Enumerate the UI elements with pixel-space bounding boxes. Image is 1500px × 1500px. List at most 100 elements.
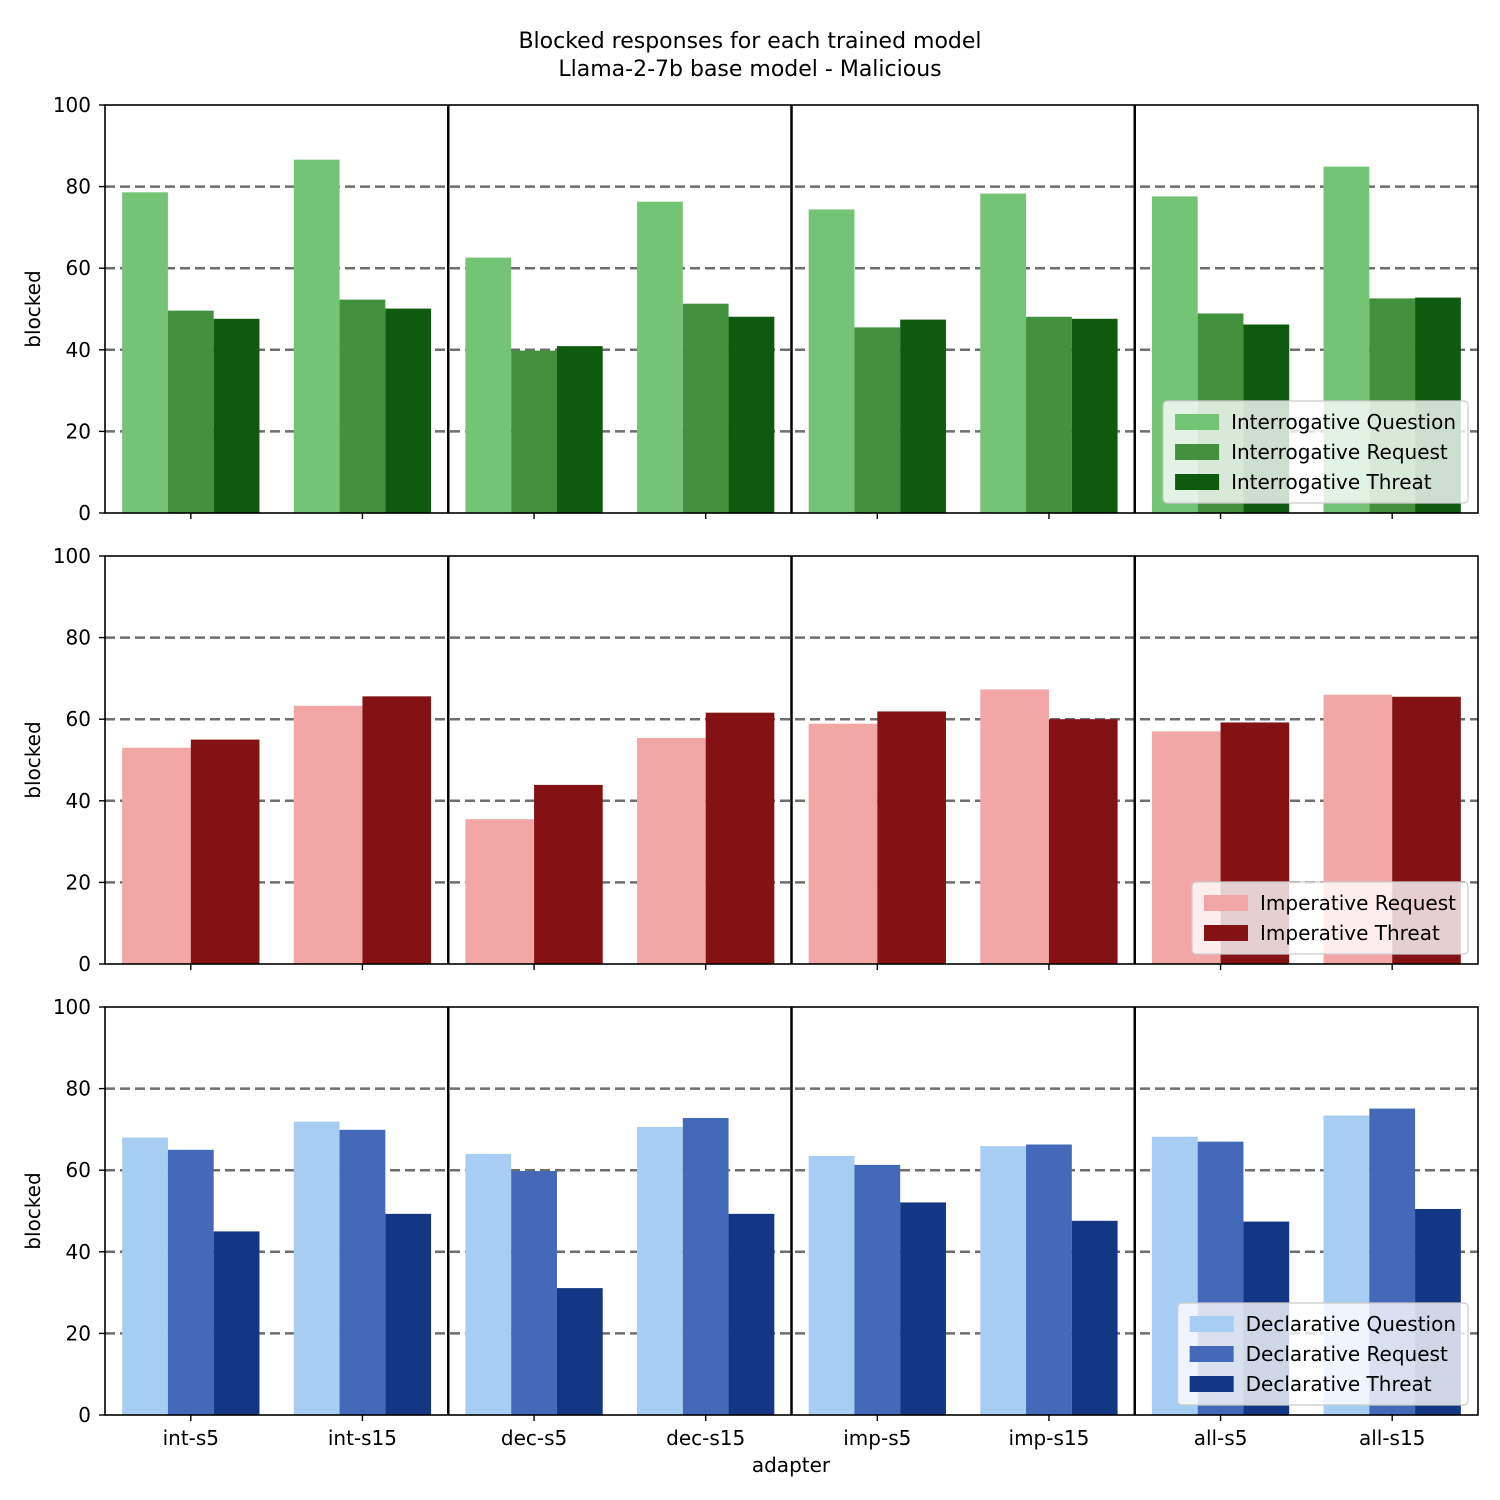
bar	[122, 1137, 168, 1415]
y-tick-label: 80	[66, 626, 91, 650]
legend-swatch	[1189, 1346, 1234, 1362]
bar	[385, 1213, 432, 1415]
bar	[293, 159, 340, 513]
x-tick-label: int-s5	[163, 1426, 219, 1450]
x-tick-label: all-s5	[1194, 1426, 1248, 1450]
y-axis-label: blocked	[21, 270, 45, 347]
bar	[900, 319, 946, 513]
bar	[213, 1231, 260, 1415]
bar	[556, 346, 603, 513]
y-tick-label: 100	[53, 995, 91, 1019]
legend: Declarative Question Declarative Request D…	[1177, 1302, 1469, 1406]
bar	[980, 193, 1027, 513]
bar	[980, 1146, 1027, 1415]
legend: Interrogative Question Interrogative Requ…	[1162, 400, 1469, 504]
legend-swatch	[1189, 1376, 1234, 1392]
y-tick-label: 0	[78, 1403, 91, 1427]
x-axis-label: adapter	[752, 1453, 831, 1477]
y-tick-label: 60	[66, 707, 91, 731]
y-tick-label: 80	[66, 1077, 91, 1101]
bar	[293, 1121, 340, 1415]
legend-box	[1191, 881, 1469, 955]
bar	[122, 747, 191, 964]
bar	[808, 723, 878, 964]
bar	[339, 1129, 386, 1415]
panel-3: 0 20 40 60 80 100 int-s5 int-s15 dec-s5 dec-s15 im…	[21, 995, 1479, 1450]
bar	[1026, 1144, 1072, 1415]
x-tick-label: imp-s15	[1009, 1426, 1090, 1450]
x-tick-label: all-s15	[1359, 1426, 1425, 1450]
y-tick-label: 0	[78, 501, 91, 525]
plot-frame	[104, 104, 1479, 514]
bar	[534, 784, 603, 964]
bar	[465, 257, 512, 513]
bar	[122, 192, 168, 513]
bar	[167, 310, 214, 513]
legend-swatch	[1175, 414, 1220, 430]
y-axis-label: blocked	[21, 721, 45, 798]
bar	[1071, 318, 1118, 513]
legend-label: Declarative Question	[1246, 1312, 1456, 1336]
legend-swatch	[1175, 474, 1220, 490]
bar	[465, 1153, 512, 1415]
y-tick-label: 100	[53, 93, 91, 117]
bar	[190, 739, 260, 964]
bar	[1071, 1220, 1118, 1415]
bar	[637, 737, 706, 964]
panel-1: 0 20 40 60 80 100 blocked Interrogative Questio…	[21, 93, 1479, 525]
y-tick-label: 40	[66, 338, 91, 362]
bar	[854, 327, 901, 513]
y-tick-label: 100	[53, 544, 91, 568]
y-tick-label: 60	[66, 1158, 91, 1182]
bar	[728, 1213, 775, 1415]
bar	[854, 1164, 901, 1415]
legend-label: Declarative Request	[1246, 1342, 1448, 1366]
bar	[339, 299, 386, 513]
y-axis-label: blocked	[21, 1172, 45, 1249]
bar	[213, 318, 260, 513]
chart-title: Blocked responses for each trained model	[518, 29, 981, 54]
plot-frame	[104, 1006, 1479, 1416]
bar	[682, 1117, 729, 1415]
bar	[556, 1288, 603, 1415]
bar	[682, 303, 729, 513]
x-tick-label: dec-s15	[666, 1426, 745, 1450]
bar	[385, 308, 432, 513]
bar	[877, 711, 946, 964]
y-tick-label: 60	[66, 256, 91, 280]
legend: Imperative Request Imperative Threat	[1191, 881, 1469, 955]
bar	[808, 1155, 855, 1415]
legend-swatch	[1204, 925, 1248, 941]
legend-label: Imperative Threat	[1260, 921, 1440, 945]
bar	[362, 696, 432, 964]
y-tick-label: 40	[66, 1240, 91, 1264]
legend-label: Declarative Threat	[1246, 1372, 1432, 1396]
panels: 0 20 40 60 80 100 blocked Interrogative Questio…	[21, 93, 1479, 1450]
x-tick-label: dec-s5	[501, 1426, 567, 1450]
bar	[511, 350, 557, 513]
y-tick-label: 80	[66, 175, 91, 199]
y-tick-label: 20	[66, 1321, 91, 1345]
bar	[511, 1171, 557, 1415]
y-tick-label: 0	[78, 952, 91, 976]
bar	[705, 712, 775, 964]
bar	[728, 316, 775, 513]
bar	[900, 1202, 946, 1415]
x-tick-label: int-s15	[328, 1426, 397, 1450]
x-tick-label: imp-s5	[843, 1426, 911, 1450]
y-tick-label: 40	[66, 789, 91, 813]
chart-subtitle: Llama-2-7b base model - Malicious	[558, 57, 941, 82]
legend-label: Interrogative Threat	[1231, 470, 1432, 494]
legend-box	[1162, 400, 1469, 504]
legend-label: Interrogative Question	[1231, 410, 1456, 434]
bar	[465, 819, 535, 964]
legend-swatch	[1189, 1316, 1234, 1332]
bar	[637, 1126, 683, 1415]
y-tick-label: 20	[66, 419, 91, 443]
bar	[167, 1149, 214, 1415]
bar	[808, 209, 855, 513]
bar	[1026, 316, 1072, 513]
bar	[1048, 719, 1118, 964]
